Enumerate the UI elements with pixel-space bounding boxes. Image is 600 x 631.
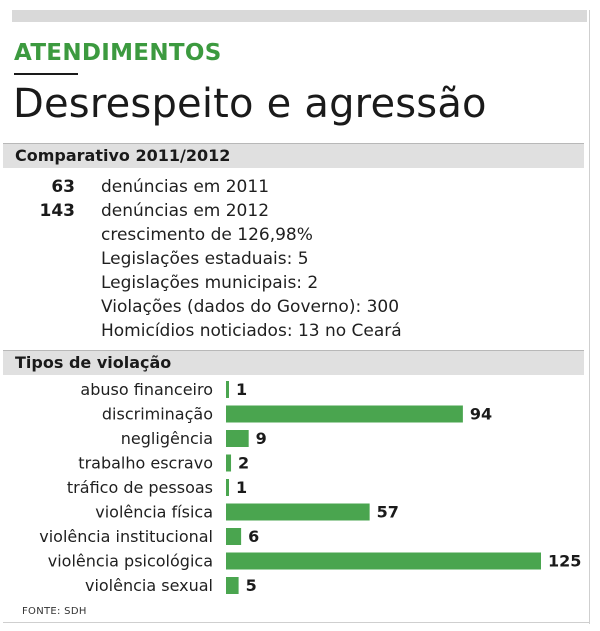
bar-violencia-psicologica bbox=[226, 552, 541, 570]
frame-right bbox=[589, 10, 590, 624]
violation-bar-chart: abuso financeiro 1 discriminação 94 negligên… bbox=[39, 380, 581, 595]
stat-text: Legislações municipais: 2 bbox=[101, 273, 319, 293]
stat-text: Violações (dados do Governo): 300 bbox=[101, 297, 400, 317]
category-label-discriminacao: discriminação bbox=[102, 405, 213, 424]
bar-violencia-institucional bbox=[226, 528, 242, 545]
source-note: FONTE: SDH bbox=[22, 606, 87, 617]
stat-text: Legislações estaduais: 5 bbox=[101, 249, 309, 269]
stat-row: Legislações municipais: 2 bbox=[0, 272, 600, 296]
stat-row: 143 denúncias em 2012 bbox=[0, 200, 600, 224]
category-label-violencia-psicologica: violência psicológica bbox=[48, 552, 213, 571]
stat-row: crescimento de 126,98% bbox=[0, 224, 600, 248]
category-label-abuso-financeiro: abuso financeiro bbox=[80, 380, 213, 399]
value-label-violencia-fisica: 57 bbox=[377, 503, 399, 522]
stat-number: 63 bbox=[51, 177, 75, 197]
bar-trafico-de-pessoas bbox=[226, 479, 229, 496]
kicker: ATENDIMENTOS bbox=[14, 40, 222, 66]
value-label-violencia-institucional: 6 bbox=[248, 527, 259, 546]
stat-row: Legislações estaduais: 5 bbox=[0, 248, 600, 272]
category-label-trafico-de-pessoas: tráfico de pessoas bbox=[67, 478, 213, 497]
frame-bottom bbox=[3, 622, 590, 623]
category-label-violencia-sexual: violência sexual bbox=[85, 576, 213, 595]
stat-row: 63 denúncias em 2011 bbox=[0, 176, 600, 200]
bar-violencia-fisica bbox=[226, 503, 370, 521]
kicker-rule bbox=[14, 73, 78, 75]
bar-discriminacao bbox=[226, 405, 463, 423]
bar-negligencia bbox=[226, 430, 249, 447]
headline: Desrespeito e agressão bbox=[13, 81, 487, 127]
bar-violencia-sexual bbox=[226, 577, 239, 594]
category-label-violencia-institucional: violência institucional bbox=[39, 527, 213, 546]
stat-row: Violações (dados do Governo): 300 bbox=[0, 296, 600, 320]
value-label-negligencia: 9 bbox=[256, 429, 267, 448]
category-label-negligencia: negligência bbox=[121, 429, 213, 448]
section-tipos-title: Tipos de violação bbox=[15, 353, 172, 372]
top-gray-bar bbox=[12, 10, 587, 22]
stat-text: crescimento de 126,98% bbox=[101, 225, 313, 245]
stat-text: denúncias em 2012 bbox=[101, 201, 270, 221]
section-tipos: Tipos de violação bbox=[3, 350, 584, 375]
value-label-discriminacao: 94 bbox=[470, 405, 492, 424]
value-label-violencia-sexual: 5 bbox=[246, 576, 257, 595]
value-label-trabalho-escravo: 2 bbox=[238, 454, 249, 473]
section-comparativo-title: Comparativo 2011/2012 bbox=[15, 146, 231, 165]
bar-abuso-financeiro bbox=[226, 381, 229, 398]
value-label-abuso-financeiro: 1 bbox=[236, 380, 247, 399]
section-comparativo: Comparativo 2011/2012 bbox=[3, 143, 584, 168]
value-label-trafico-de-pessoas: 1 bbox=[236, 478, 247, 497]
bar-trabalho-escravo bbox=[226, 454, 232, 472]
stat-number: 143 bbox=[39, 201, 76, 221]
category-label-violencia-fisica: violência física bbox=[95, 503, 213, 522]
category-label-trabalho-escravo: trabalho escravo bbox=[78, 454, 213, 473]
stat-text: denúncias em 2011 bbox=[101, 177, 270, 197]
stat-row: Homicídios noticiados: 13 no Ceará bbox=[0, 320, 600, 344]
stat-text: Homicídios noticiados: 13 no Ceará bbox=[101, 321, 402, 341]
value-label-violencia-psicologica: 125 bbox=[548, 552, 581, 571]
